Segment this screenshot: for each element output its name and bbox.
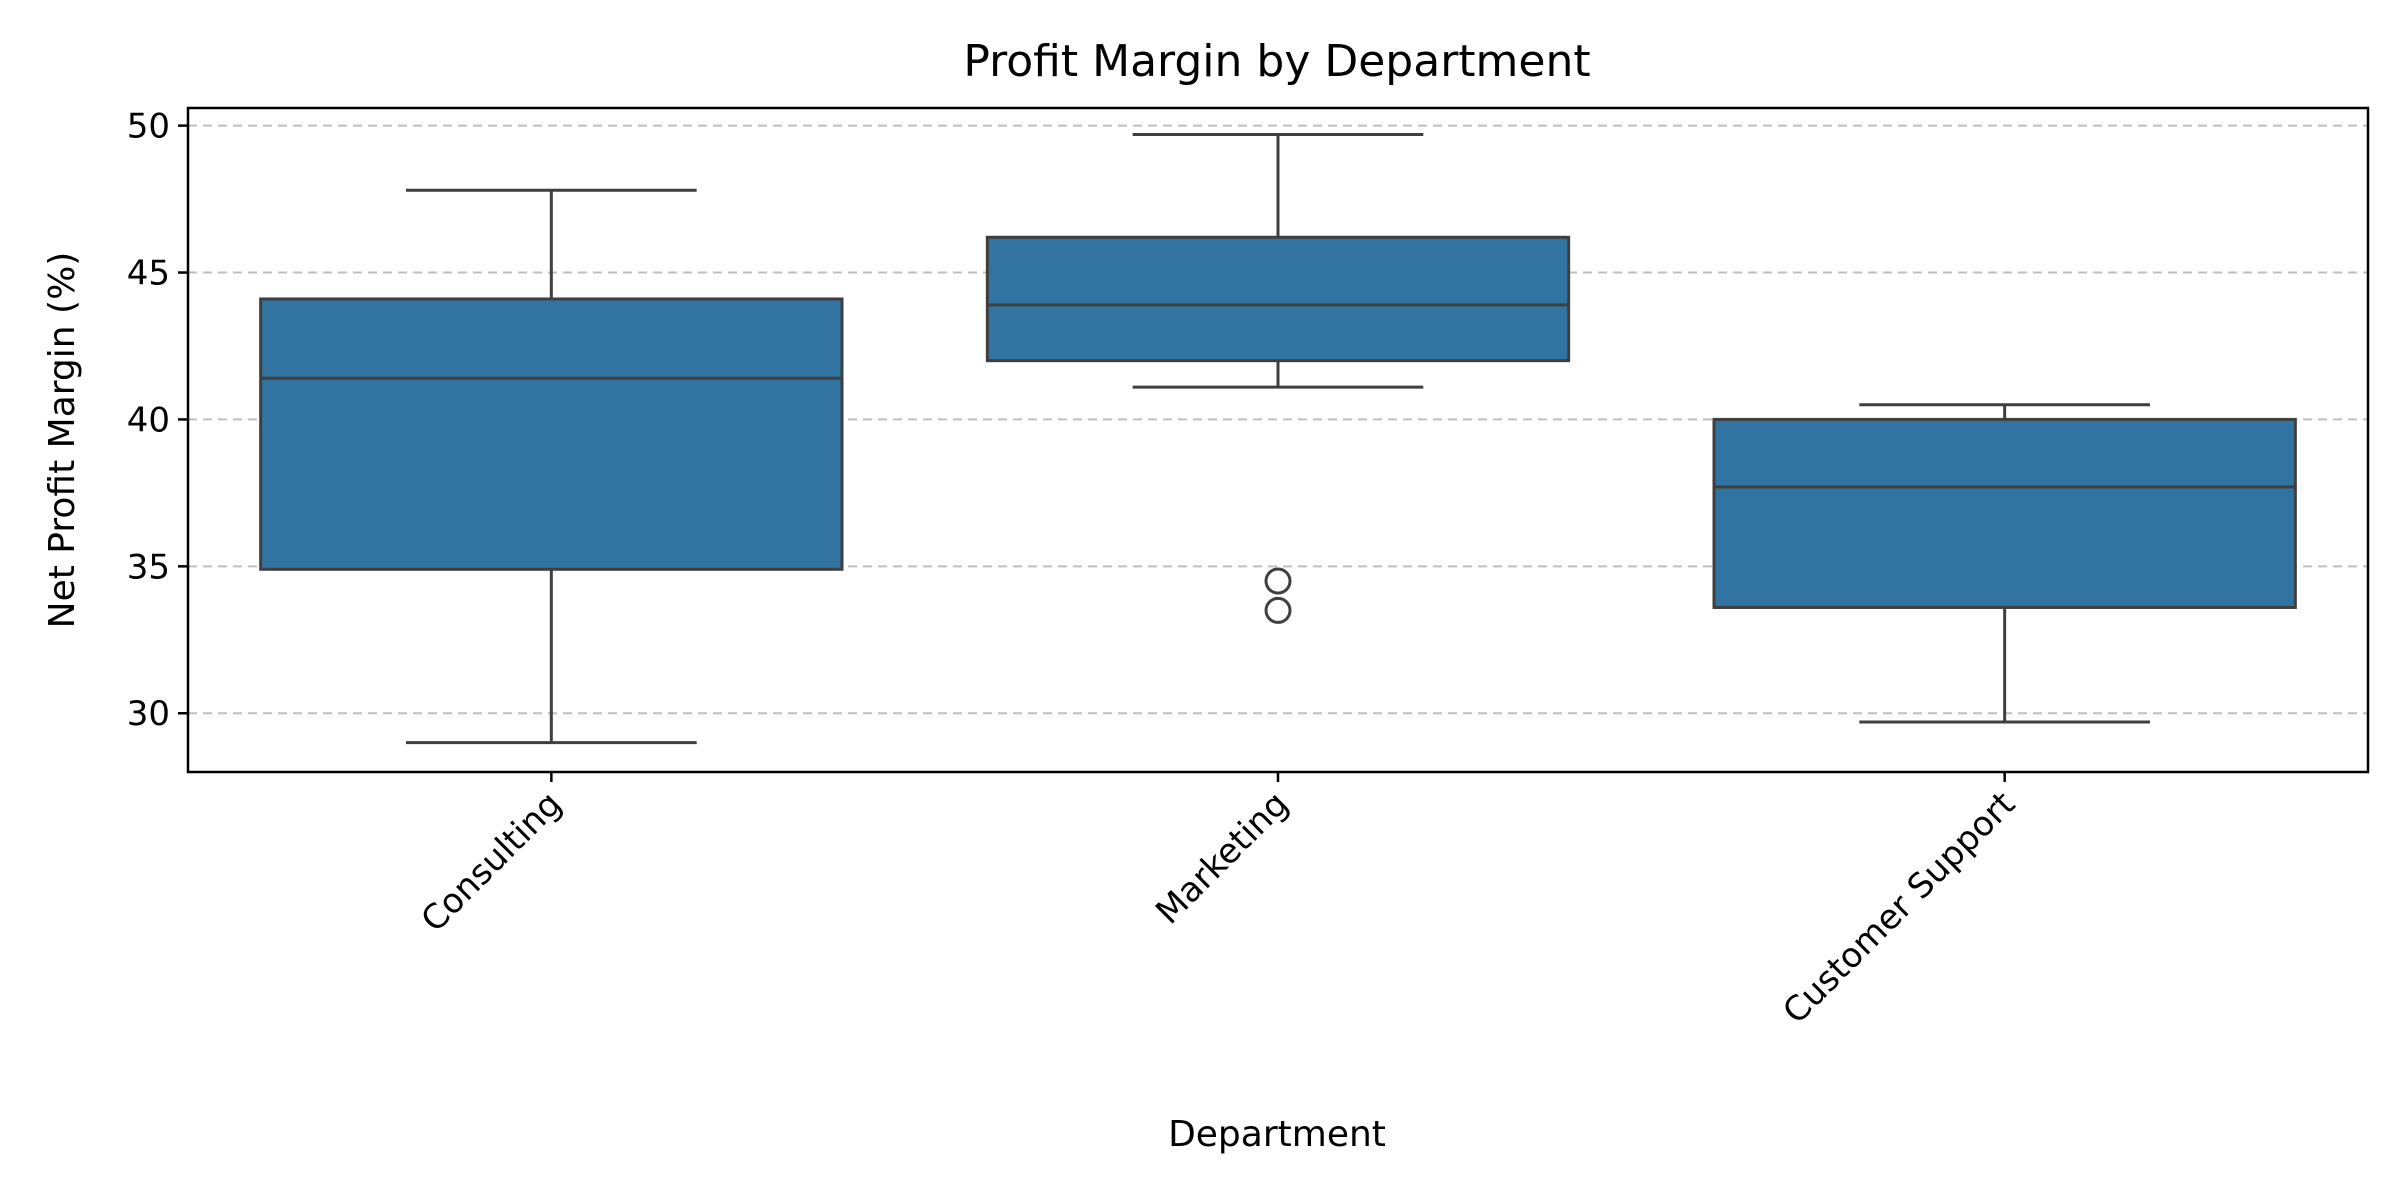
y-tick-label: 45 (127, 254, 170, 294)
iqr-box (985, 235, 1571, 363)
iqr-box (259, 297, 844, 571)
y-tick-label: 40 (127, 400, 170, 440)
x-axis-ticks: Consulting Marketing Customer Support (414, 772, 2023, 1032)
x-tick-label: Consulting (414, 784, 570, 940)
y-tick-label: 30 (127, 694, 170, 734)
iqr-box (1712, 417, 2297, 609)
outlier-point (1264, 567, 1292, 595)
box-group-consulting (259, 188, 844, 745)
x-tick-label: Marketing (1148, 784, 1296, 932)
chart-title: Profit Margin by Department (963, 36, 1590, 87)
x-tick-label: Customer Support (1775, 784, 2023, 1032)
outlier-point (1264, 596, 1292, 624)
box-group-customer-support (1712, 403, 2297, 724)
y-tick-label: 50 (127, 107, 170, 147)
y-axis-ticks: 30 35 40 45 50 (127, 107, 188, 734)
box-group-marketing (985, 132, 1571, 624)
y-tick-label: 35 (127, 547, 170, 587)
y-axis-label: Net Profit Margin (%) (42, 252, 83, 629)
boxes (259, 132, 2297, 745)
x-axis-label: Department (1168, 1114, 1386, 1155)
